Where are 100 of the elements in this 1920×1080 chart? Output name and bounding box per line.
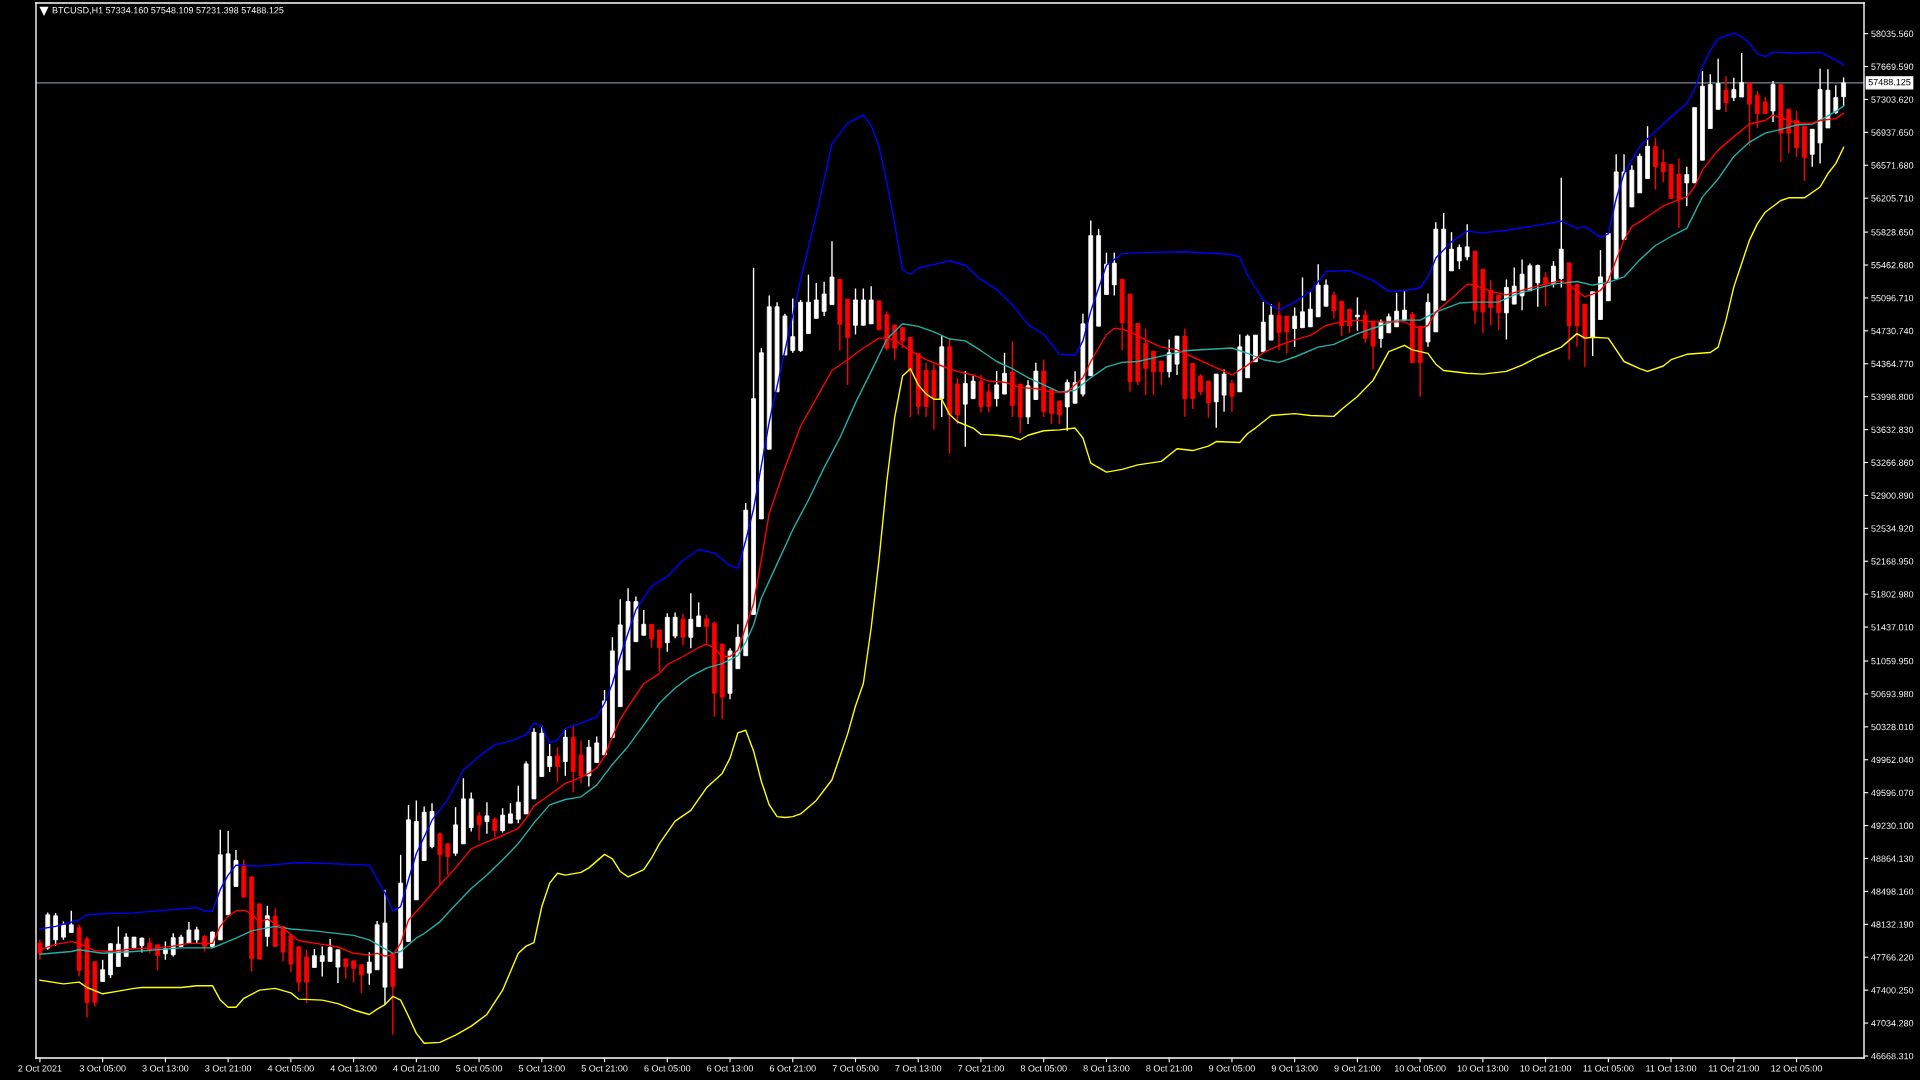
candlestick bbox=[1378, 318, 1384, 349]
y-tick-label: 57669.590 bbox=[1871, 63, 1914, 70]
candlestick bbox=[61, 920, 66, 941]
y-tick-label: 56205.710 bbox=[1871, 195, 1914, 202]
candlestick bbox=[1057, 400, 1062, 425]
x-tick-label: 2 Oct 2021 bbox=[18, 1065, 62, 1072]
y-tick-label: 47766.220 bbox=[1871, 954, 1914, 961]
x-tick-label: 5 Oct 05:00 bbox=[456, 1065, 503, 1072]
chart-title: BTCUSD,H1 57334.160 57548.109 57231.398 57488.125 bbox=[52, 7, 284, 15]
y-tick-label: 50693.980 bbox=[1871, 690, 1914, 698]
candlestick bbox=[1206, 380, 1211, 419]
candlestick bbox=[319, 945, 325, 978]
candlestick bbox=[1731, 76, 1737, 102]
x-tick-label: 5 Oct 21:00 bbox=[581, 1065, 628, 1072]
y-tick-label: 47400.250 bbox=[1871, 987, 1914, 994]
candlestick bbox=[962, 370, 968, 448]
y-tick-label: 53632.830 bbox=[1871, 426, 1914, 433]
x-tick-label: 4 Oct 05:00 bbox=[267, 1065, 314, 1072]
candlestick bbox=[1402, 290, 1407, 321]
candlestick bbox=[1276, 301, 1282, 351]
y-tick-label: 56571.680 bbox=[1871, 162, 1914, 169]
candlestick bbox=[1307, 291, 1313, 328]
candlestick bbox=[594, 735, 600, 764]
candlestick bbox=[1496, 294, 1501, 331]
candlestick bbox=[1362, 309, 1368, 344]
candlestick bbox=[351, 960, 356, 984]
candlestick bbox=[1739, 52, 1745, 98]
candlestick bbox=[1519, 258, 1525, 311]
x-tick-label: 6 Oct 13:00 bbox=[707, 1065, 754, 1072]
y-tick-label: 50328.010 bbox=[1871, 723, 1914, 731]
candlestick bbox=[1543, 271, 1548, 307]
candlestick bbox=[500, 807, 505, 834]
candlestick bbox=[1158, 360, 1164, 386]
candlestick bbox=[492, 816, 498, 839]
y-tick-label: 49230.100 bbox=[1871, 822, 1914, 829]
candlestick bbox=[578, 740, 584, 784]
candlestick bbox=[1684, 166, 1690, 207]
y-tick-label: 48498.160 bbox=[1871, 888, 1914, 895]
candlestick bbox=[547, 743, 553, 773]
candlestick bbox=[1198, 373, 1203, 396]
candlestick bbox=[1456, 243, 1462, 270]
x-tick-label: 6 Oct 05:00 bbox=[644, 1065, 691, 1072]
candlestick bbox=[1300, 276, 1305, 329]
candlestick bbox=[1229, 379, 1235, 413]
x-tick-label: 8 Oct 13:00 bbox=[1083, 1065, 1130, 1072]
candlestick bbox=[994, 370, 1000, 408]
y-tick-label: 51059.950 bbox=[1871, 657, 1914, 665]
x-tick-label: 8 Oct 21:00 bbox=[1146, 1065, 1193, 1072]
x-tick-label: 6 Oct 21:00 bbox=[769, 1065, 816, 1072]
candlestick bbox=[327, 938, 333, 963]
candlestick bbox=[1833, 84, 1839, 115]
candlestick bbox=[445, 842, 451, 876]
x-tick-label: 11 Oct 05:00 bbox=[1583, 1065, 1634, 1072]
candlestick bbox=[813, 282, 819, 320]
y-tick-label: 54730.740 bbox=[1871, 327, 1914, 335]
candlestick bbox=[1221, 368, 1227, 413]
x-tick-label: 10 Oct 05:00 bbox=[1394, 1065, 1446, 1072]
candlestick bbox=[696, 601, 702, 628]
y-tick-label: 58035.560 bbox=[1871, 30, 1914, 37]
candlestick bbox=[68, 910, 74, 934]
candlestick bbox=[1151, 350, 1156, 396]
candlestick bbox=[1347, 308, 1352, 334]
x-tick-label: 3 Oct 13:00 bbox=[142, 1065, 189, 1072]
y-tick-label: 47034.280 bbox=[1871, 1020, 1914, 1027]
candlestick bbox=[555, 746, 560, 784]
candlestick bbox=[264, 905, 270, 948]
candlestick bbox=[359, 964, 364, 994]
candlestick bbox=[1284, 315, 1290, 355]
candlestick bbox=[1535, 263, 1541, 308]
x-tick-label: 4 Oct 21:00 bbox=[393, 1065, 440, 1072]
ref-line-label: 57488.125 bbox=[1868, 78, 1911, 86]
x-tick-label: 7 Oct 05:00 bbox=[832, 1065, 879, 1072]
candlestick bbox=[868, 285, 874, 325]
candlestick bbox=[1331, 290, 1337, 320]
x-tick-label: 10 Oct 13:00 bbox=[1457, 1065, 1509, 1072]
x-tick-label: 9 Oct 05:00 bbox=[1209, 1065, 1255, 1072]
candlestick bbox=[312, 948, 317, 969]
candlestick bbox=[1723, 75, 1729, 113]
candlestick bbox=[970, 375, 976, 400]
candlestick bbox=[704, 614, 709, 644]
candlestick bbox=[335, 949, 341, 984]
candlestick bbox=[115, 925, 121, 968]
candlestick bbox=[1660, 148, 1666, 183]
candlestick bbox=[821, 280, 827, 317]
candlestick bbox=[508, 802, 513, 824]
y-tick-label: 57303.620 bbox=[1871, 96, 1914, 103]
y-tick-label: 55096.710 bbox=[1871, 294, 1914, 302]
candlestick bbox=[1551, 260, 1556, 289]
candlestick bbox=[1841, 76, 1846, 107]
candlestick bbox=[900, 326, 905, 349]
x-tick-label: 3 Oct 05:00 bbox=[79, 1065, 126, 1072]
x-tick-label: 9 Oct 21:00 bbox=[1334, 1065, 1381, 1072]
y-tick-label: 52534.920 bbox=[1871, 525, 1914, 532]
candlestick bbox=[1323, 278, 1329, 307]
y-tick-label: 52168.950 bbox=[1871, 558, 1914, 565]
candlestick bbox=[986, 382, 992, 414]
x-tick-label: 7 Oct 21:00 bbox=[958, 1065, 1004, 1072]
candlestick bbox=[688, 592, 694, 650]
candlestick bbox=[1111, 251, 1117, 297]
candlestick bbox=[672, 611, 678, 640]
